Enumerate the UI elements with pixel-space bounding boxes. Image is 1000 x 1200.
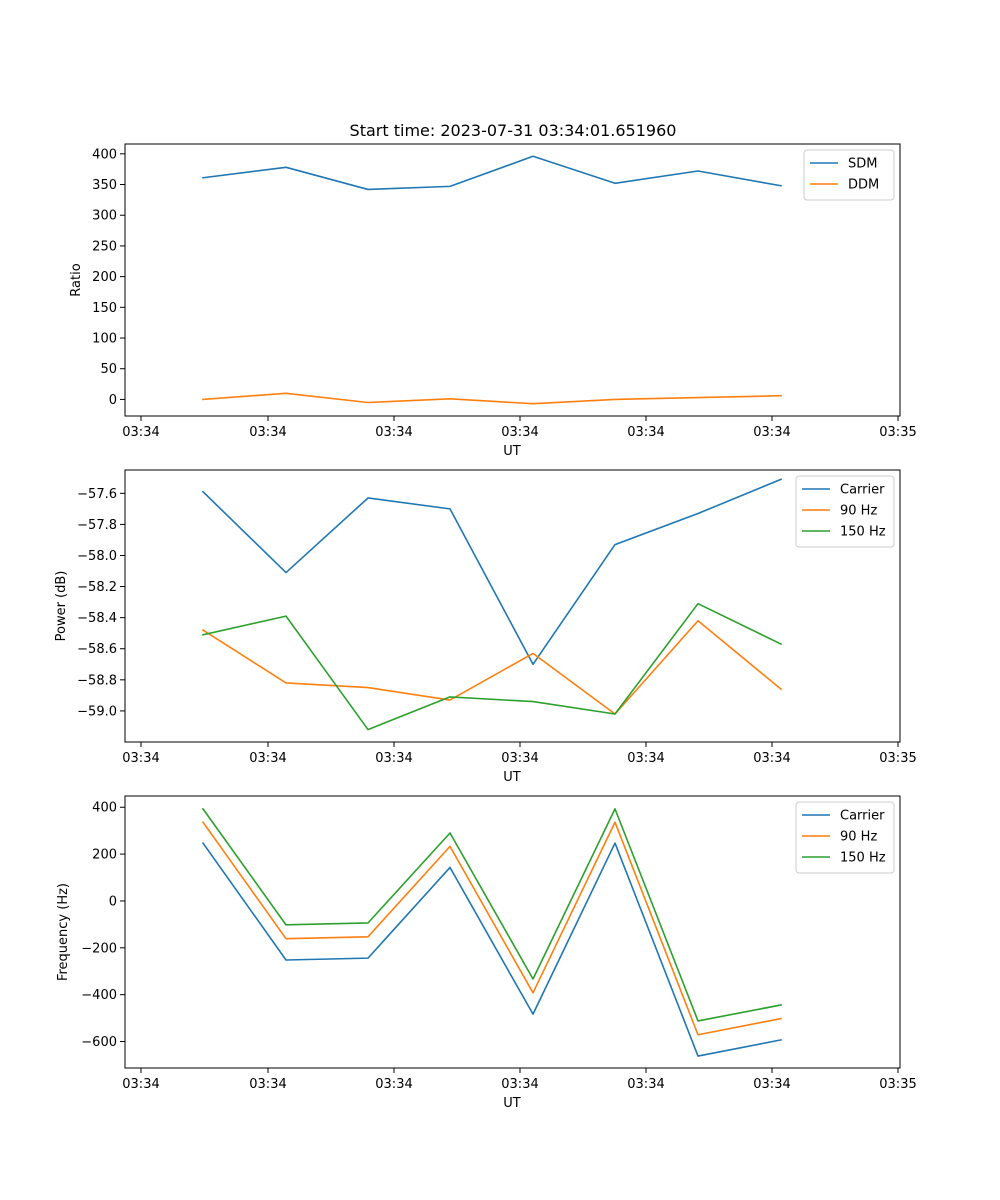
chart-title: Start time: 2023-07-31 03:34:01.651960 [350, 121, 677, 140]
x-axis-label: UT [503, 770, 521, 785]
x-axis-label: UT [503, 1096, 521, 1111]
y-axis-label: Power (dB) [54, 571, 69, 642]
y-tick-label: 250 [92, 239, 117, 254]
legend: SDM DDM [803, 149, 895, 201]
y-tick-label: −600 [81, 1035, 117, 1050]
x-tick-label: 03:34 [122, 1077, 159, 1092]
x-tick-label: 03:34 [375, 751, 412, 766]
legend-box [795, 801, 895, 874]
x-tick-label: 03:34 [249, 751, 286, 766]
x-tick-label: 03:34 [122, 751, 159, 766]
x-tick-label: 03:34 [501, 751, 538, 766]
x-tick-label: 03:35 [879, 425, 916, 440]
y-tick-label: −58.4 [77, 611, 117, 626]
y-tick-label: −57.6 [77, 487, 117, 502]
y-tick-label: −58.2 [77, 580, 117, 595]
y-tick-label: 350 [92, 178, 117, 193]
y-axis-label: Ratio [69, 263, 84, 296]
y-tick-label: −58.8 [77, 673, 117, 688]
legend-entry: DDM [848, 178, 879, 193]
x-tick-label: 03:34 [501, 1077, 538, 1092]
x-tick-label: 03:35 [879, 751, 916, 766]
legend-entry: SDM [848, 157, 877, 172]
y-tick-label: 400 [92, 147, 117, 162]
x-tick-label: 03:34 [753, 425, 790, 440]
y-tick-label: 0 [109, 894, 117, 909]
legend: Carrier 90 Hz 150 Hz [795, 475, 895, 548]
x-axis-label: UT [503, 444, 521, 459]
legend-entry: Carrier [840, 809, 885, 824]
legend-entry: 150 Hz [840, 525, 886, 540]
y-tick-label: −59.0 [77, 704, 117, 719]
series-line-150-hz [202, 602, 783, 731]
legend-entry: 90 Hz [840, 830, 877, 845]
y-tick-label: 300 [92, 209, 117, 224]
y-tick-label: 200 [92, 848, 117, 863]
series-line-150-hz [201, 807, 782, 1022]
series-line-sdm [202, 155, 782, 191]
y-axis-label: Frequency (Hz) [56, 883, 71, 981]
plot-frame [124, 795, 901, 1069]
plot-frame [124, 143, 901, 417]
plot-frame [124, 469, 901, 743]
x-tick-label: 03:34 [375, 425, 412, 440]
y-tick-label: 100 [92, 332, 117, 347]
legend-entry: 90 Hz [840, 504, 877, 519]
panel-2: −59.0 −58.8 −58.6 −58.4 −58.2 −58.0 −57.8 −57.6… [54, 469, 917, 785]
x-tick-label: 03:34 [627, 1077, 664, 1092]
x-tick-label: 03:34 [753, 751, 790, 766]
y-tick-label: −58.0 [77, 549, 117, 564]
x-tick-label: 03:35 [879, 1077, 916, 1092]
series-line-ddm [202, 392, 782, 405]
legend: Carrier 90 Hz 150 Hz [795, 801, 895, 874]
y-tick-label: 150 [92, 301, 117, 316]
panel-3: −600 −400 −200 0 200 400 03:34 03:34 03:34 03:34 0… [56, 795, 917, 1111]
y-tick-label: 0 [109, 393, 117, 408]
x-tick-label: 03:34 [122, 425, 159, 440]
legend-entry: 150 Hz [840, 851, 886, 866]
x-tick-label: 03:34 [753, 1077, 790, 1092]
y-tick-label: −57.8 [77, 518, 117, 533]
x-tick-label: 03:34 [375, 1077, 412, 1092]
x-tick-label: 03:34 [249, 1077, 286, 1092]
y-tick-label: 50 [100, 362, 117, 377]
y-tick-label: −400 [81, 988, 117, 1003]
series-line-90-hz [201, 619, 783, 715]
series-line-carrier [201, 478, 783, 666]
x-tick-label: 03:34 [501, 425, 538, 440]
panel-1: 0 50 100 150 200 250 300 350 400 03:34 03:34 03:34 0… [69, 143, 917, 459]
series-line-90-hz [201, 821, 782, 1036]
legend-entry: Carrier [840, 483, 885, 498]
legend-box [795, 475, 895, 548]
y-tick-label: −200 [81, 941, 117, 956]
series-line-carrier [201, 841, 782, 1057]
x-tick-label: 03:34 [627, 751, 664, 766]
y-tick-label: 200 [92, 270, 117, 285]
y-tick-label: −58.6 [77, 642, 117, 657]
x-tick-label: 03:34 [249, 425, 286, 440]
x-tick-label: 03:34 [627, 425, 664, 440]
y-tick-label: 400 [92, 801, 117, 816]
